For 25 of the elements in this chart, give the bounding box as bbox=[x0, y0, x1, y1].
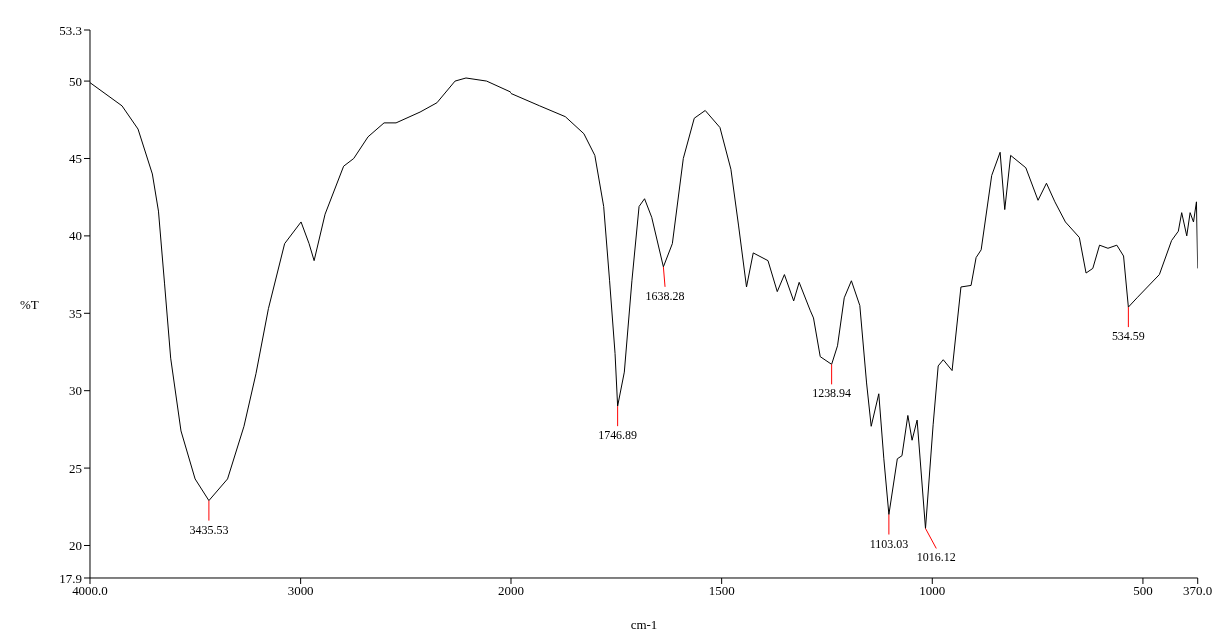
y-tick-label: 17.9 bbox=[59, 570, 82, 586]
x-tick-label: 4000.0 bbox=[72, 583, 108, 599]
x-tick-label: 2000 bbox=[498, 583, 525, 599]
y-axis-title: %T bbox=[20, 296, 39, 312]
x-tick-label: 370.0 bbox=[1183, 583, 1213, 599]
x-tick-label: 3000 bbox=[287, 583, 314, 599]
y-tick-label: 53.3 bbox=[59, 22, 82, 38]
x-tick-label: 500 bbox=[1133, 583, 1153, 599]
y-tick-label: 35 bbox=[69, 305, 82, 321]
y-tick-label: 30 bbox=[69, 383, 82, 399]
x-tick-label: 1500 bbox=[708, 583, 735, 599]
y-tick-label: 45 bbox=[69, 151, 82, 167]
annotation: 1103.03 bbox=[869, 536, 909, 551]
annotation: 1238.94 bbox=[812, 386, 852, 401]
x-axis-title: cm-1 bbox=[629, 617, 659, 633]
annotation: 3435.53 bbox=[189, 522, 229, 537]
x-tick-label: 1000 bbox=[919, 583, 946, 599]
annotation: 1746.89 bbox=[598, 428, 638, 443]
y-tick-label: 50 bbox=[69, 73, 82, 89]
annotation: 534.59 bbox=[1112, 329, 1146, 344]
y-tick-label: 25 bbox=[69, 460, 82, 476]
annotation: 1016.12 bbox=[917, 550, 957, 565]
y-tick-label: 20 bbox=[69, 538, 82, 554]
y-tick-label: 40 bbox=[69, 228, 82, 244]
annotation: 1638.28 bbox=[645, 288, 685, 303]
